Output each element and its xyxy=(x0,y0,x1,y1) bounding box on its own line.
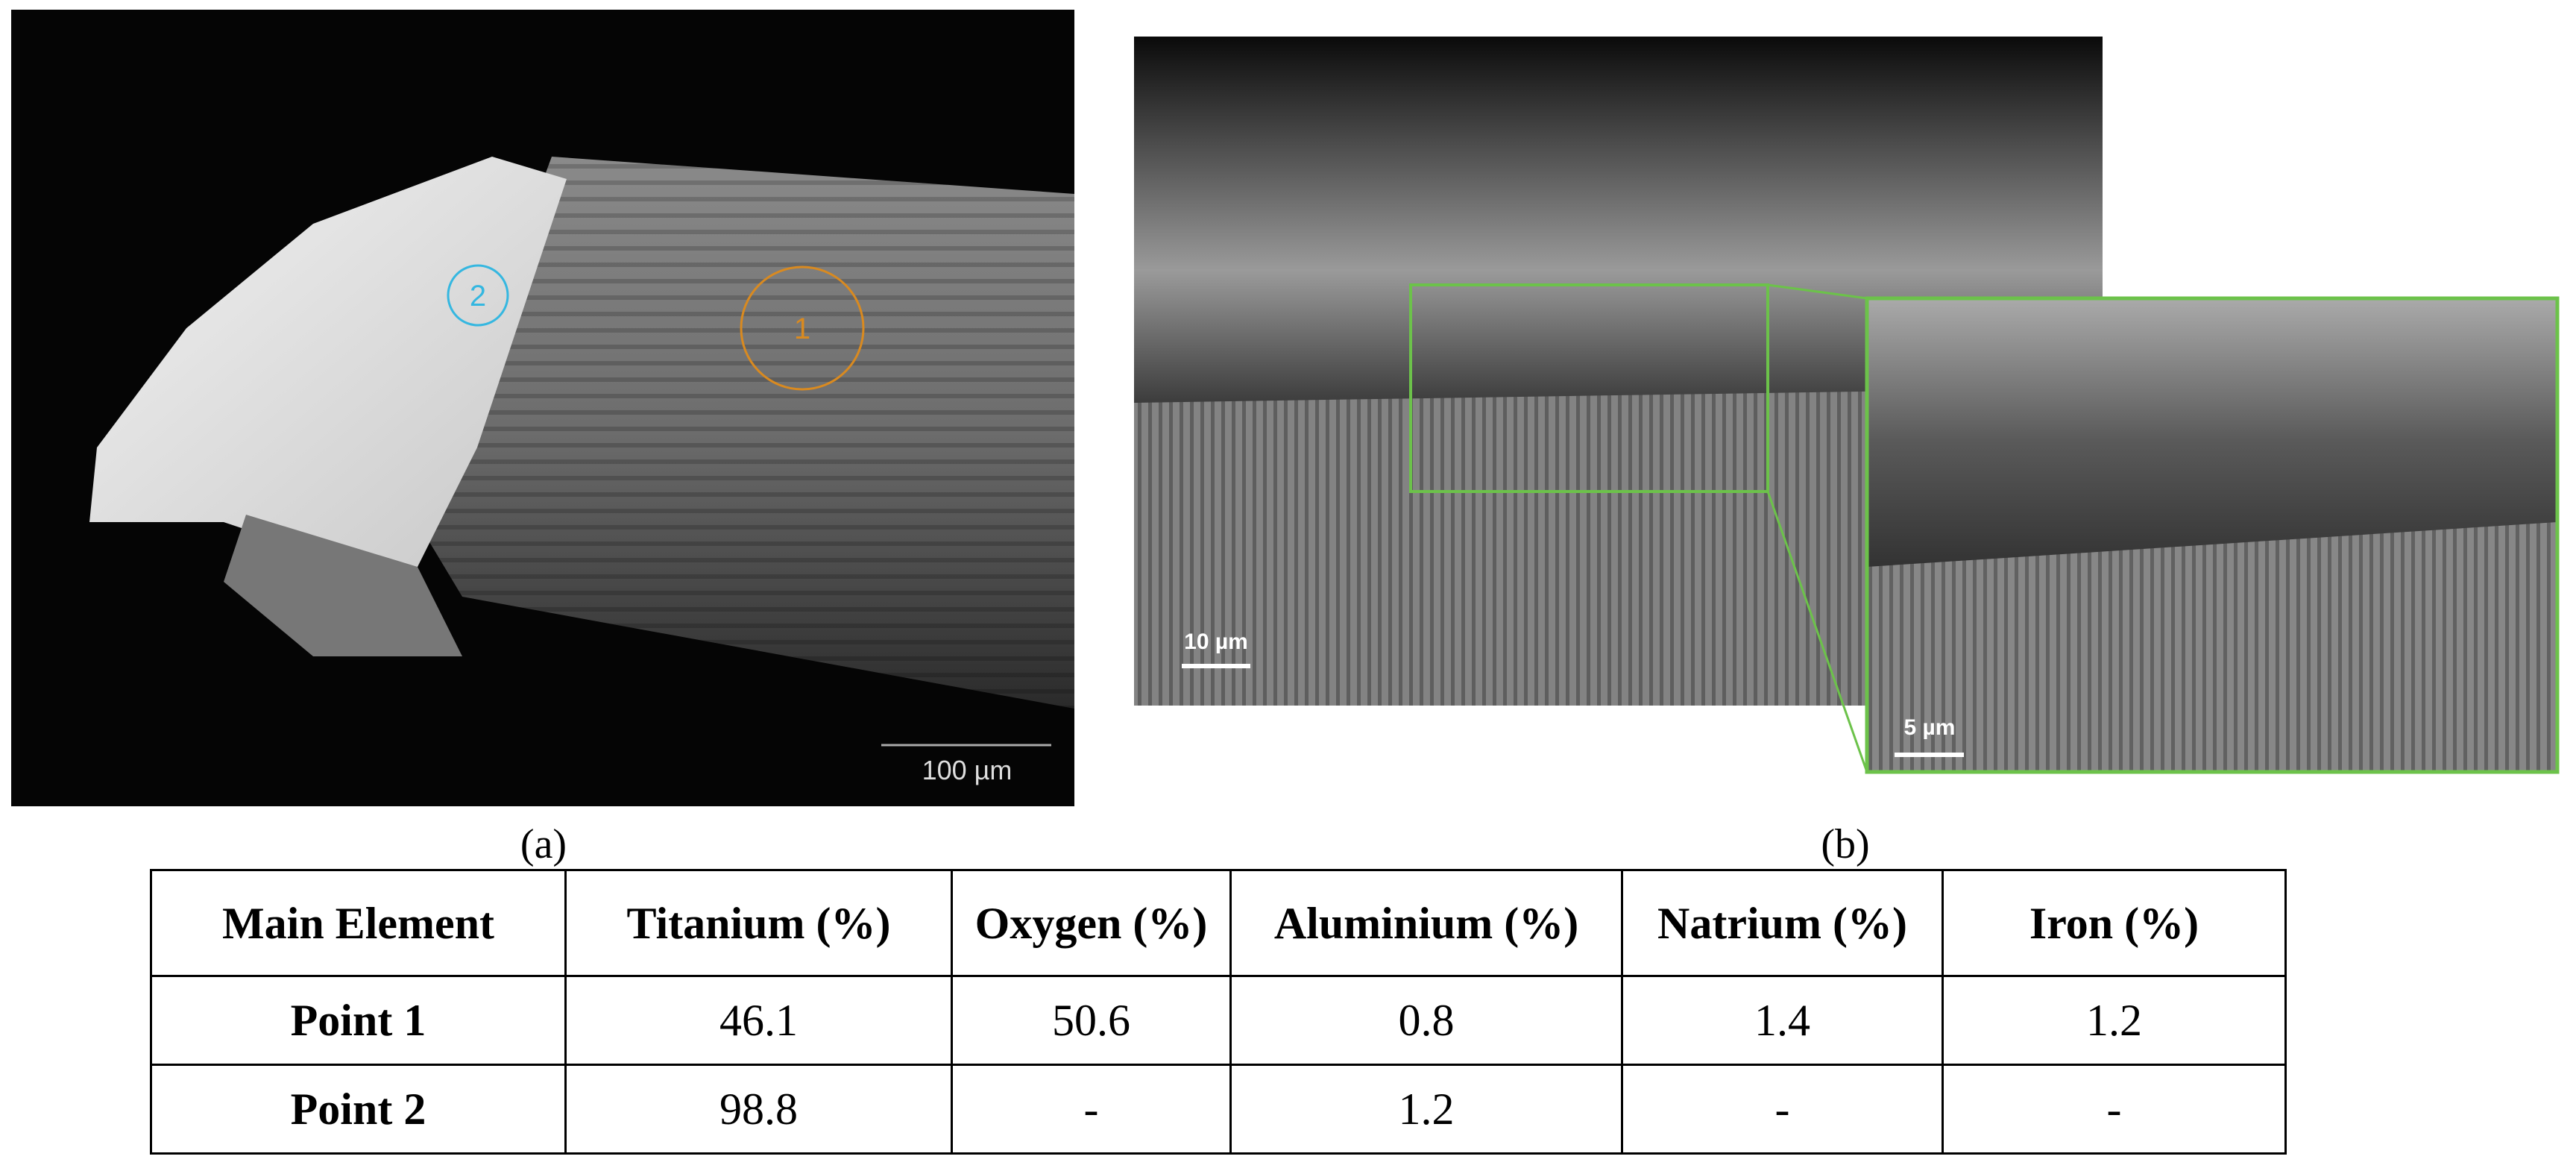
point-label: 2 xyxy=(470,280,486,313)
cell: 1.2 xyxy=(1942,975,2287,1066)
caption: (b) xyxy=(1821,821,1870,867)
data-row: Point 1 46.1 50.6 0.8 1.4 1.2 xyxy=(150,975,2287,1066)
header-cell: Natrium (%) xyxy=(1621,869,1944,977)
caption: (a) xyxy=(520,821,567,867)
header-cell: Aluminium (%) xyxy=(1229,869,1623,977)
scale-label: 100 µm xyxy=(922,755,1013,785)
point-marker xyxy=(447,264,509,327)
cell: - xyxy=(951,1064,1232,1155)
point-marker xyxy=(740,266,865,391)
inset-image xyxy=(1867,298,2557,772)
header-cell: Titanium (%) xyxy=(564,869,953,977)
cell: 46.1 xyxy=(564,975,953,1066)
cell: 0.8 xyxy=(1229,975,1623,1066)
header-cell: Main Element xyxy=(150,869,567,977)
cell: 1.4 xyxy=(1621,975,1944,1066)
header-row: Main Element Titanium (%) Oxygen (%) Alu… xyxy=(150,869,2287,977)
composition-table: Main Element Titanium (%) Oxygen (%) Alu… xyxy=(150,869,2287,1155)
scale-label: 5 µm xyxy=(1904,715,1956,740)
cell: 50.6 xyxy=(951,975,1232,1066)
header-cell: Iron (%) xyxy=(1942,869,2287,977)
sem-image-a xyxy=(11,10,1074,806)
zoom-line xyxy=(1767,283,1868,300)
row-header: Point 1 xyxy=(150,975,567,1066)
header-cell: Oxygen (%) xyxy=(951,869,1232,977)
cell: - xyxy=(1942,1064,2287,1155)
data-row: Point 2 98.8 - 1.2 - - xyxy=(150,1064,2287,1155)
cell: 98.8 xyxy=(564,1064,953,1155)
zoom-line xyxy=(1766,491,1868,773)
cell: 1.2 xyxy=(1229,1064,1623,1155)
scale-label: 10 µm xyxy=(1184,630,1248,654)
row-header: Point 2 xyxy=(150,1064,567,1155)
cell: - xyxy=(1621,1064,1944,1155)
zoom-box xyxy=(1409,283,1769,493)
inset-border xyxy=(1865,296,2560,774)
point-label: 1 xyxy=(794,313,810,345)
